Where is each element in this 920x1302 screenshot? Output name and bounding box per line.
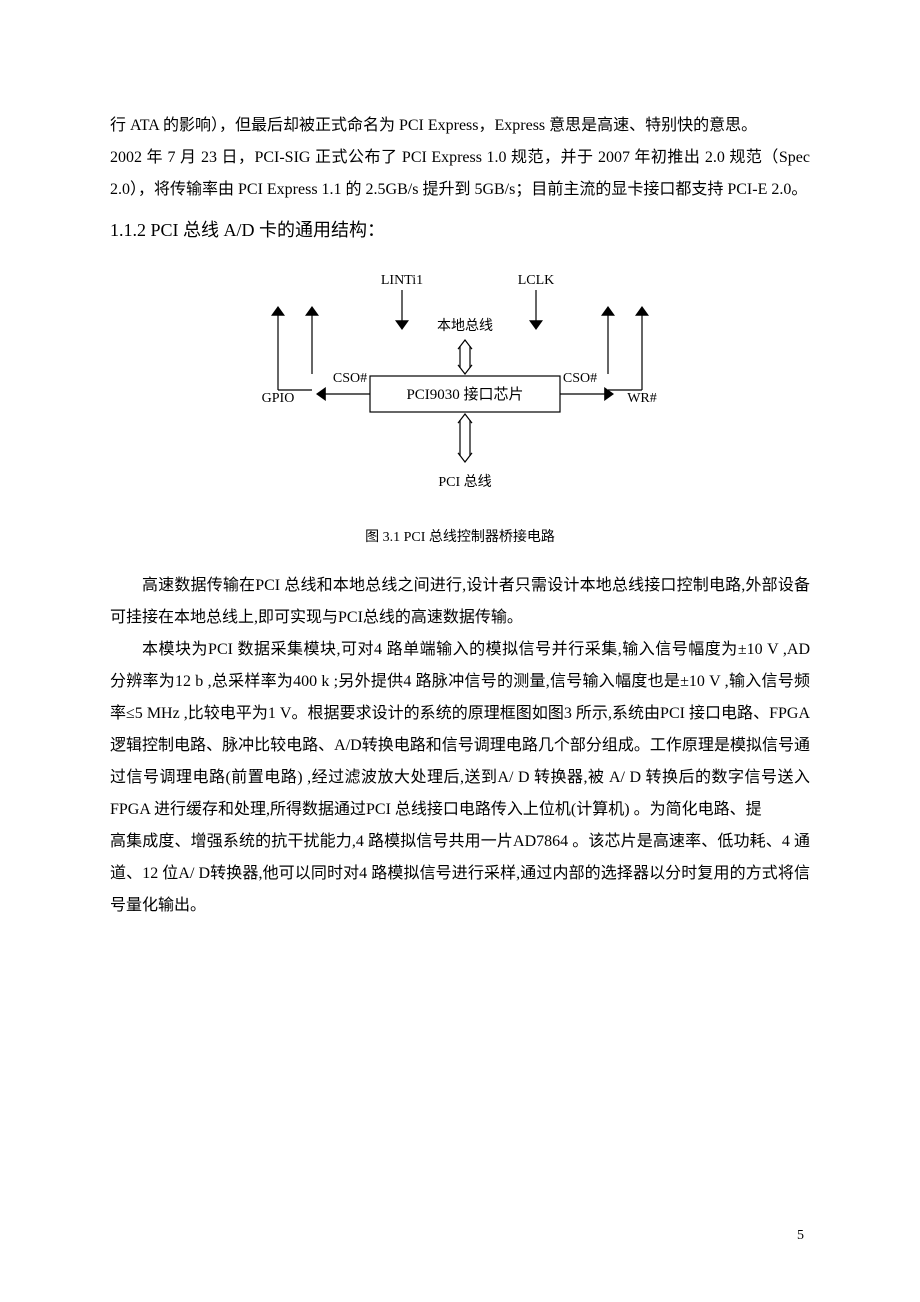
svg-text:本地总线: 本地总线 bbox=[437, 318, 493, 334]
svg-text:GPIO: GPIO bbox=[262, 391, 295, 406]
paragraph-5: 高集成度、增强系统的抗干扰能力,4 路模拟信号共用一片AD7864 。该芯片是高… bbox=[110, 826, 810, 922]
paragraph-3: 高速数据传输在PCI 总线和本地总线之间进行,设计者只需设计本地总线接口控制电路… bbox=[110, 570, 810, 634]
svg-text:PCI 总线: PCI 总线 bbox=[438, 474, 491, 490]
svg-text:PCI9030 接口芯片: PCI9030 接口芯片 bbox=[406, 386, 523, 403]
svg-text:LCLK: LCLK bbox=[518, 273, 555, 288]
svg-text:WR#: WR# bbox=[627, 391, 657, 406]
svg-text:CSO#: CSO# bbox=[563, 371, 597, 386]
paragraph-1: 行 ATA 的影响），但最后却被正式命名为 PCI Express，Expres… bbox=[110, 110, 810, 142]
paragraph-2: 2002 年 7 月 23 日，PCI-SIG 正式公布了 PCI Expres… bbox=[110, 142, 810, 206]
paragraph-4: 本模块为PCI 数据采集模块,可对4 路单端输入的模拟信号并行采集,输入信号幅度… bbox=[110, 634, 810, 826]
page-number: 5 bbox=[797, 1228, 804, 1244]
pci-bridge-diagram: PCI9030 接口芯片 LINTi1 LCLK 本地总线 PCI 总线 CSO# GPIO… bbox=[220, 258, 700, 508]
svg-text:CSO#: CSO# bbox=[333, 371, 367, 386]
section-heading: 1.1.2 PCI 总线 A/D 卡的通用结构： bbox=[110, 212, 810, 248]
figure-caption: 图 3.1 PCI 总线控制器桥接电路 bbox=[110, 526, 810, 546]
svg-text:LINTi1: LINTi1 bbox=[381, 273, 423, 288]
